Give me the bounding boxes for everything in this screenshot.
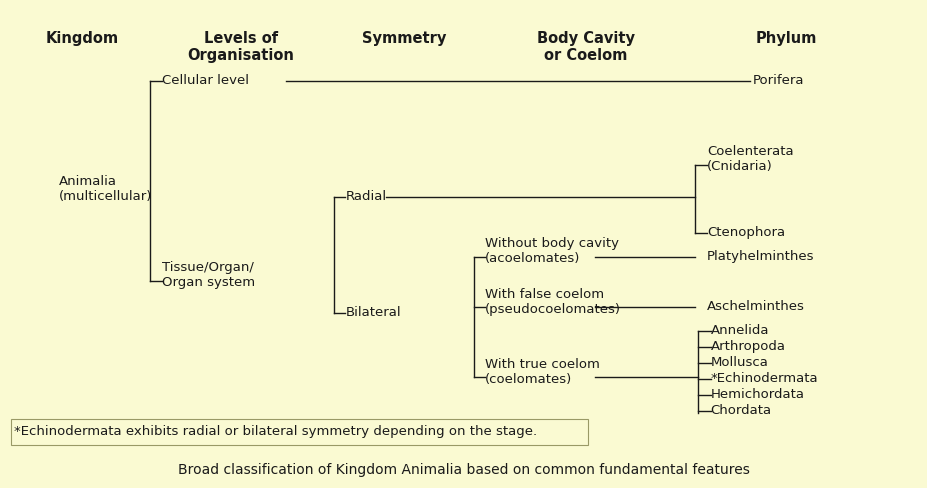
Text: Body Cavity
or Coelom: Body Cavity or Coelom	[537, 31, 635, 63]
Text: With false coelom
(pseudocoelomates): With false coelom (pseudocoelomates)	[486, 287, 621, 316]
Text: Platyhelminthes: Platyhelminthes	[707, 250, 815, 263]
Text: Ctenophora: Ctenophora	[707, 226, 785, 239]
Text: Aschelminthes: Aschelminthes	[707, 300, 805, 313]
Text: Annelida: Annelida	[711, 324, 769, 337]
Text: Porifera: Porifera	[753, 74, 804, 87]
Text: *Echinodermata: *Echinodermata	[711, 372, 819, 386]
Text: Bilateral: Bilateral	[346, 306, 401, 319]
Text: Radial: Radial	[346, 190, 387, 203]
Text: Arthropoda: Arthropoda	[711, 340, 785, 353]
Text: Tissue/Organ/
Organ system: Tissue/Organ/ Organ system	[162, 261, 255, 289]
Text: Phylum: Phylum	[756, 31, 817, 46]
Text: Broad classification of Kingdom Animalia based on common fundamental features: Broad classification of Kingdom Animalia…	[178, 463, 749, 477]
Text: Animalia
(multicellular): Animalia (multicellular)	[59, 175, 153, 203]
Text: Chordata: Chordata	[711, 404, 771, 417]
Text: Mollusca: Mollusca	[711, 356, 768, 369]
Text: Coelenterata
(Cnidaria): Coelenterata (Cnidaria)	[707, 145, 794, 173]
Text: Symmetry: Symmetry	[362, 31, 447, 46]
Text: With true coelom
(coelomates): With true coelom (coelomates)	[486, 358, 600, 386]
Text: Kingdom: Kingdom	[45, 31, 119, 46]
Text: Hemichordata: Hemichordata	[711, 388, 805, 401]
Text: Levels of
Organisation: Levels of Organisation	[187, 31, 295, 63]
FancyBboxPatch shape	[11, 419, 588, 445]
Text: *Echinodermata exhibits radial or bilateral symmetry depending on the stage.: *Echinodermata exhibits radial or bilate…	[14, 426, 537, 438]
Text: Without body cavity
(acoelomates): Without body cavity (acoelomates)	[486, 237, 619, 264]
Text: Cellular level: Cellular level	[162, 74, 248, 87]
